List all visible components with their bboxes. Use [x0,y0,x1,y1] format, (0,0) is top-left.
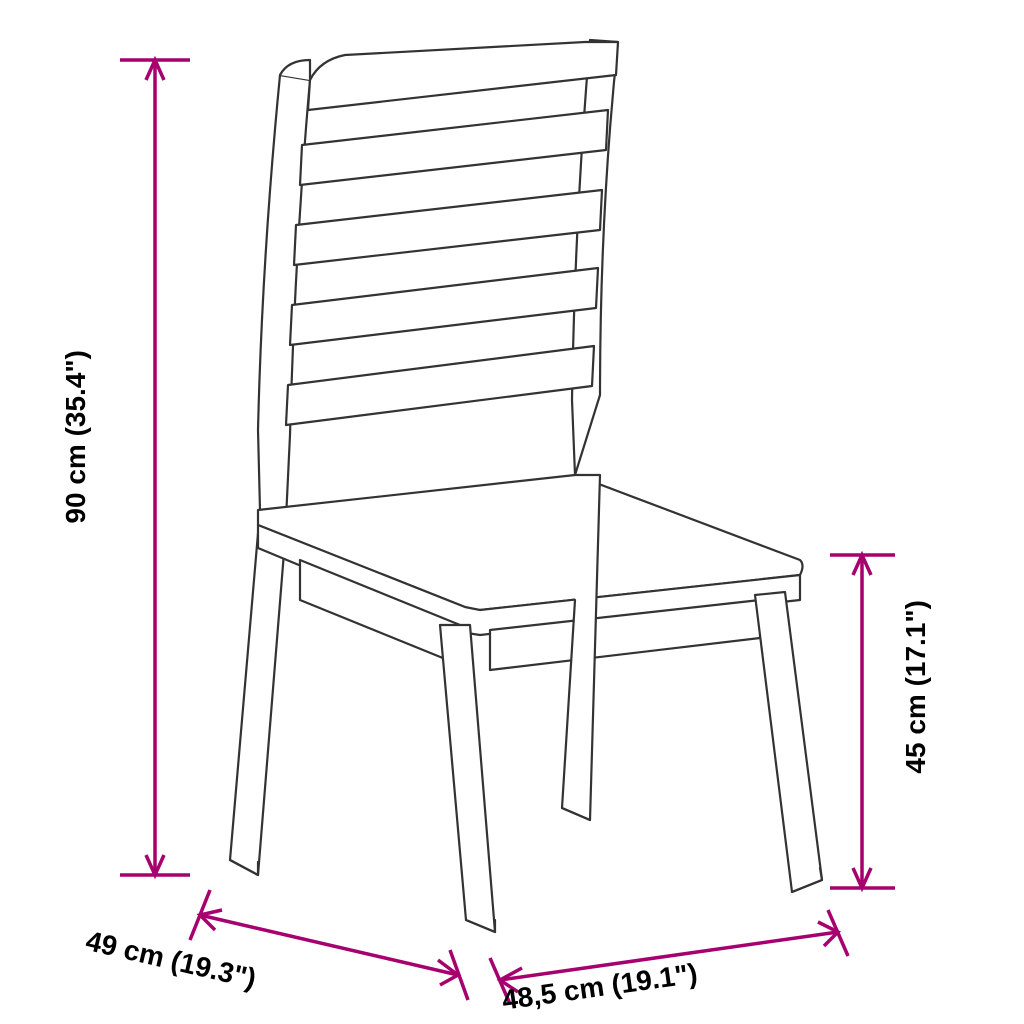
height-dimension-label: 90 cm (35.4") [60,350,92,524]
diagram-canvas: 90 cm (35.4") 45 cm (17.1") 49 cm (19.3"… [0,0,1024,1024]
seat-height-dimension-label: 45 cm (17.1") [900,600,932,774]
chair-line-drawing [0,0,1024,1024]
